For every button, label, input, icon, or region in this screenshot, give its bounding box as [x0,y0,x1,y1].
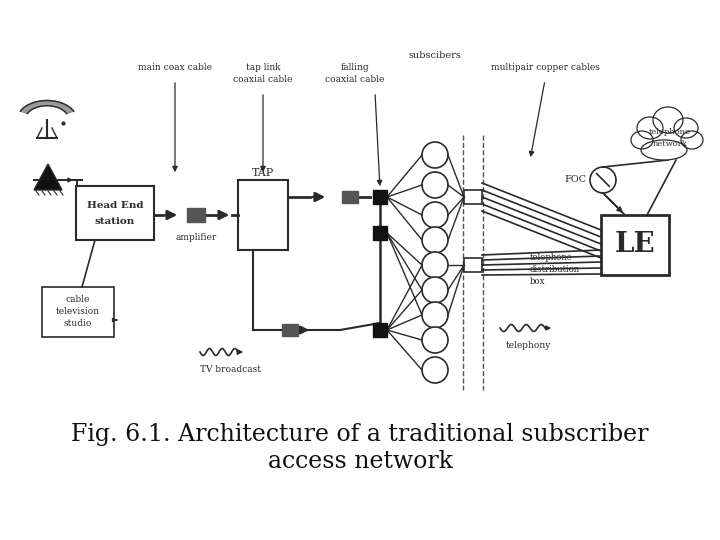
Circle shape [590,167,616,193]
Text: studio: studio [64,320,92,328]
Circle shape [422,202,448,228]
Text: TV broadcast: TV broadcast [199,364,261,374]
Text: tap link: tap link [246,64,280,72]
Circle shape [422,142,448,168]
Bar [373,323,387,337]
Text: television: television [56,307,100,316]
Bar [282,324,298,336]
Circle shape [422,302,448,328]
Ellipse shape [674,118,698,138]
Text: coaxial cable: coaxial cable [233,76,293,84]
Text: multipair copper cables: multipair copper cables [490,64,600,72]
Bar [373,190,387,204]
Circle shape [422,327,448,353]
Bar [601,215,669,275]
Text: FOC: FOC [564,176,586,185]
Bar [76,186,154,240]
Bar [187,208,205,222]
Text: main coax cable: main coax cable [138,64,212,72]
Text: telephony: telephony [505,341,551,349]
Ellipse shape [653,107,683,133]
Bar [238,180,288,250]
Text: access network: access network [268,450,452,474]
Text: box: box [530,276,546,286]
Text: network: network [652,140,688,148]
Ellipse shape [641,140,687,160]
Ellipse shape [637,117,663,139]
Text: cable: cable [66,295,90,305]
Text: distribution: distribution [530,265,580,273]
Polygon shape [20,100,73,113]
Text: subscibers: subscibers [408,51,462,59]
Ellipse shape [681,131,703,149]
Text: coaxial cable: coaxial cable [325,76,384,84]
Text: falling: falling [341,64,369,72]
Text: amplifier: amplifier [176,233,217,241]
Text: TAP: TAP [252,168,274,178]
Polygon shape [34,164,62,190]
Text: telephone: telephone [530,253,573,261]
Ellipse shape [631,131,653,149]
Bar [464,190,482,204]
Bar [464,258,482,272]
Text: telephone: telephone [649,128,691,136]
Text: LE: LE [615,232,655,259]
Bar [373,226,387,240]
Bar [342,191,358,203]
Circle shape [422,277,448,303]
Text: station: station [95,217,135,226]
Circle shape [422,227,448,253]
Text: Fig. 6.1. Architecture of a traditional subscriber: Fig. 6.1. Architecture of a traditional … [71,423,649,447]
Circle shape [422,252,448,278]
Bar [42,287,114,337]
Text: Head End: Head End [86,201,143,211]
Circle shape [422,357,448,383]
Circle shape [422,172,448,198]
